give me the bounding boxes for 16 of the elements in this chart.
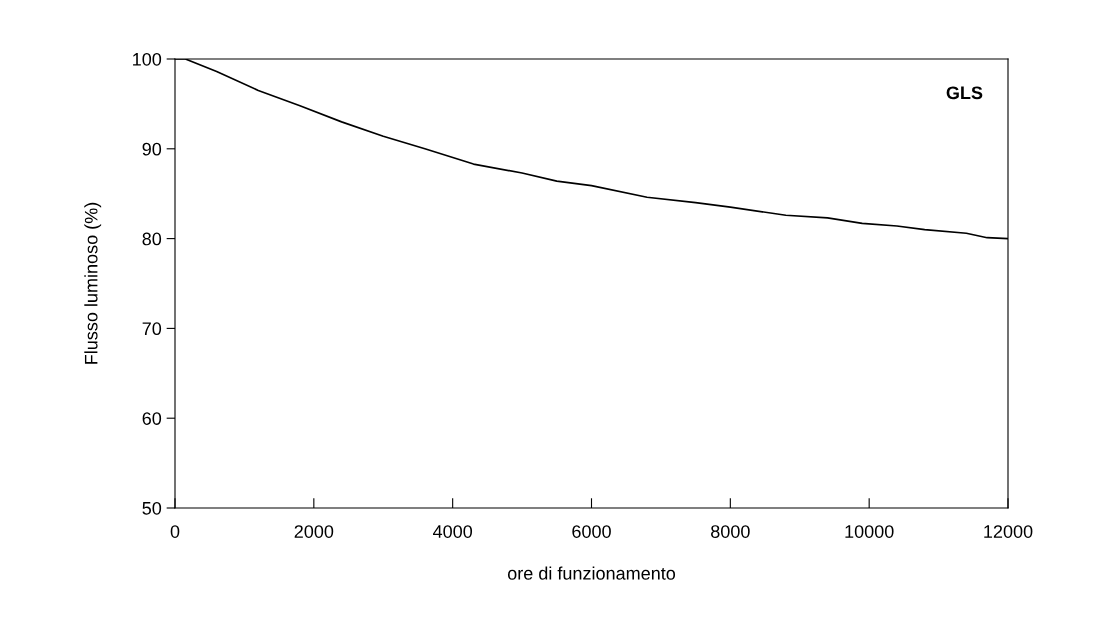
y-tick-label: 90 bbox=[142, 142, 162, 156]
y-tick-label: 70 bbox=[142, 322, 162, 336]
x-tick-label: 6000 bbox=[572, 525, 611, 538]
y-tick-label: 50 bbox=[142, 501, 162, 515]
y-tick-label: 80 bbox=[142, 232, 162, 246]
y-axis-title: Flusso luminoso (%) bbox=[84, 202, 102, 364]
x-tick-label: 4000 bbox=[433, 525, 473, 538]
x-tick-label: 10000 bbox=[845, 525, 894, 538]
y-tick-label: 60 bbox=[142, 412, 162, 425]
annotation: GLS bbox=[946, 86, 983, 100]
x-axis-title: ore di funzionamento bbox=[507, 566, 676, 580]
x-tick-label: 8000 bbox=[711, 525, 750, 538]
y-tick-label: 100 bbox=[133, 52, 162, 66]
x-tick-label: 0 bbox=[170, 525, 180, 538]
x-tick-label: 2000 bbox=[294, 525, 334, 538]
x-tick-label: 12000 bbox=[984, 525, 1033, 538]
